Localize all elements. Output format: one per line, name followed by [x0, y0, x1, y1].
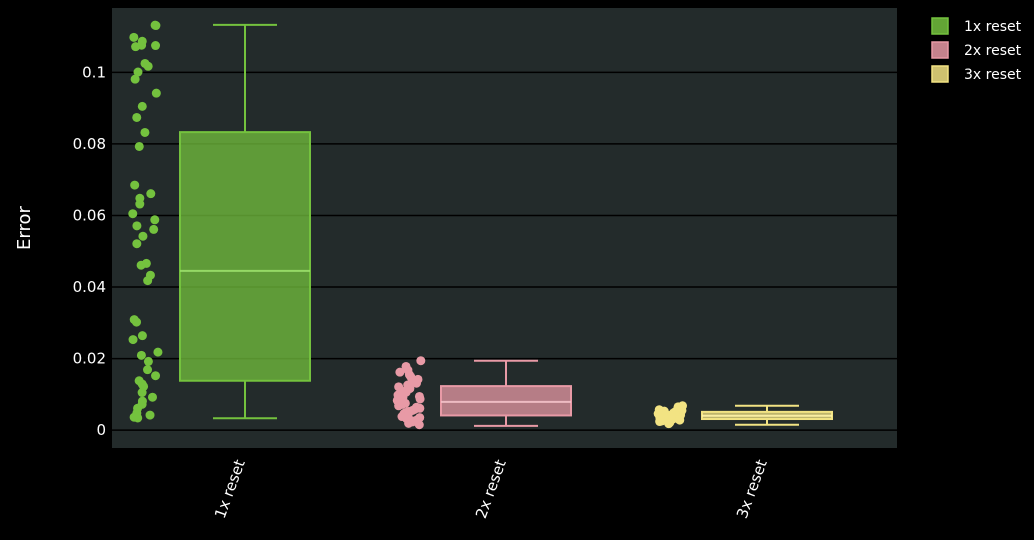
data-point[interactable]	[143, 356, 153, 366]
data-point[interactable]	[143, 61, 153, 71]
data-point[interactable]	[415, 394, 425, 404]
data-point[interactable]	[145, 410, 155, 420]
legend-swatch[interactable]	[931, 17, 949, 35]
legend-label[interactable]: 1x reset	[964, 19, 1022, 35]
data-point[interactable]	[132, 239, 142, 249]
data-point[interactable]	[416, 356, 426, 366]
x-tick-label: 3x reset	[733, 457, 771, 521]
legend-label[interactable]: 2x reset	[964, 43, 1022, 59]
data-point[interactable]	[136, 260, 146, 270]
data-point[interactable]	[395, 367, 405, 377]
data-point[interactable]	[404, 418, 414, 428]
data-point[interactable]	[129, 32, 139, 42]
data-point[interactable]	[136, 350, 146, 360]
box-series	[128, 20, 833, 430]
data-point[interactable]	[132, 221, 142, 231]
data-point[interactable]	[151, 41, 161, 51]
data-point[interactable]	[655, 417, 665, 427]
y-tick-label: 0.06	[73, 206, 106, 224]
x-tick-label: 1x reset	[211, 457, 249, 521]
data-point[interactable]	[153, 347, 163, 357]
x-axis-ticks: 1x reset 2x reset 3x reset	[211, 457, 771, 521]
data-point[interactable]	[151, 88, 161, 98]
data-point[interactable]	[143, 276, 153, 286]
data-point[interactable]	[151, 371, 161, 381]
data-point[interactable]	[132, 317, 142, 327]
data-point[interactable]	[664, 419, 674, 429]
data-point[interactable]	[151, 21, 161, 31]
data-point[interactable]	[143, 365, 153, 375]
legend-swatch[interactable]	[931, 41, 949, 59]
data-point[interactable]	[414, 420, 424, 430]
data-point[interactable]	[134, 141, 144, 151]
y-tick-label: 0.02	[73, 350, 106, 368]
data-point[interactable]	[135, 199, 145, 209]
data-point[interactable]	[137, 40, 147, 50]
data-point[interactable]	[394, 401, 404, 411]
data-point[interactable]	[137, 388, 147, 398]
data-point[interactable]	[140, 127, 150, 137]
data-point[interactable]	[130, 74, 140, 84]
data-point[interactable]	[137, 101, 147, 111]
data-point[interactable]	[147, 392, 157, 402]
data-point[interactable]	[150, 215, 160, 225]
y-tick-label: 0.08	[73, 135, 106, 153]
data-point[interactable]	[128, 209, 138, 219]
y-axis-ticks: 0 0.02 0.04 0.06 0.08 0.1	[73, 63, 106, 439]
data-point[interactable]	[146, 189, 156, 199]
x-tick-label: 2x reset	[472, 457, 510, 521]
data-point[interactable]	[394, 382, 404, 392]
data-point[interactable]	[132, 112, 142, 122]
y-tick-label: 0.1	[82, 63, 106, 81]
data-point[interactable]	[130, 180, 140, 190]
y-tick-label: 0	[96, 421, 106, 439]
data-point[interactable]	[128, 335, 138, 345]
data-point[interactable]	[133, 67, 143, 77]
legend-label[interactable]: 3x reset	[964, 67, 1022, 83]
box-iqr[interactable]	[179, 131, 311, 382]
legend[interactable]: 1x reset 2x reset 3x reset	[931, 17, 1022, 83]
data-point[interactable]	[133, 413, 143, 423]
legend-swatch[interactable]	[931, 65, 949, 83]
data-point[interactable]	[138, 231, 148, 241]
data-point[interactable]	[149, 224, 159, 234]
data-point[interactable]	[411, 378, 421, 388]
y-axis-title: Error	[14, 205, 35, 249]
box-iqr[interactable]	[440, 385, 572, 417]
y-tick-label: 0.04	[73, 278, 106, 296]
data-point[interactable]	[675, 415, 685, 425]
data-point[interactable]	[137, 331, 147, 341]
